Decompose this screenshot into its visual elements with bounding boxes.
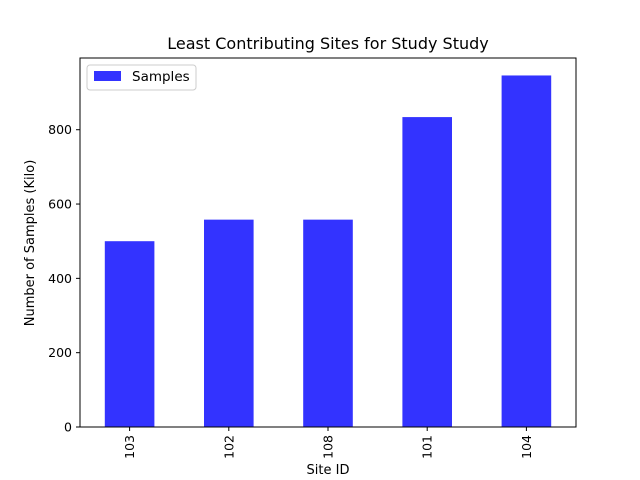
plot-frame: [79, 57, 577, 428]
legend-swatch: [94, 71, 121, 81]
y-tick-label: 0: [64, 420, 72, 435]
legend-label: Samples: [132, 69, 190, 85]
bar-103: [104, 241, 155, 427]
x-axis-ticks: 103 102 108 101 104: [122, 427, 534, 459]
bar-108: [303, 219, 353, 427]
y-tick-label: 800: [48, 122, 72, 137]
bar-104: [501, 75, 552, 427]
bar-102: [204, 219, 254, 427]
y-tick-label: 400: [48, 271, 72, 286]
x-tick-label-101: 101: [420, 435, 435, 459]
x-tick-label-103: 103: [122, 435, 137, 459]
x-tick-label-104: 104: [519, 435, 534, 459]
y-tick-label: 200: [48, 345, 72, 360]
y-axis-ticks: 0 200 400 600 800: [48, 122, 80, 435]
bar-101: [402, 117, 452, 427]
x-axis-label: Site ID: [307, 463, 350, 478]
chart-title: Least Contributing Sites for Study Study: [167, 34, 488, 53]
x-tick-label-108: 108: [321, 435, 336, 459]
bars-group: [104, 75, 552, 427]
y-tick-label: 600: [48, 197, 72, 212]
x-tick-label-102: 102: [221, 435, 236, 459]
legend: Samples: [86, 64, 197, 91]
y-axis-label: Number of Samples (Kilo): [23, 160, 38, 327]
